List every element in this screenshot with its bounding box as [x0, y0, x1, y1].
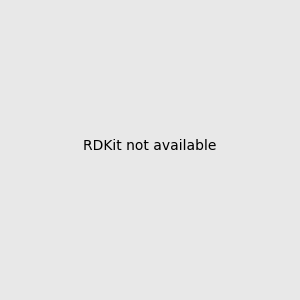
Text: RDKit not available: RDKit not available [83, 139, 217, 153]
